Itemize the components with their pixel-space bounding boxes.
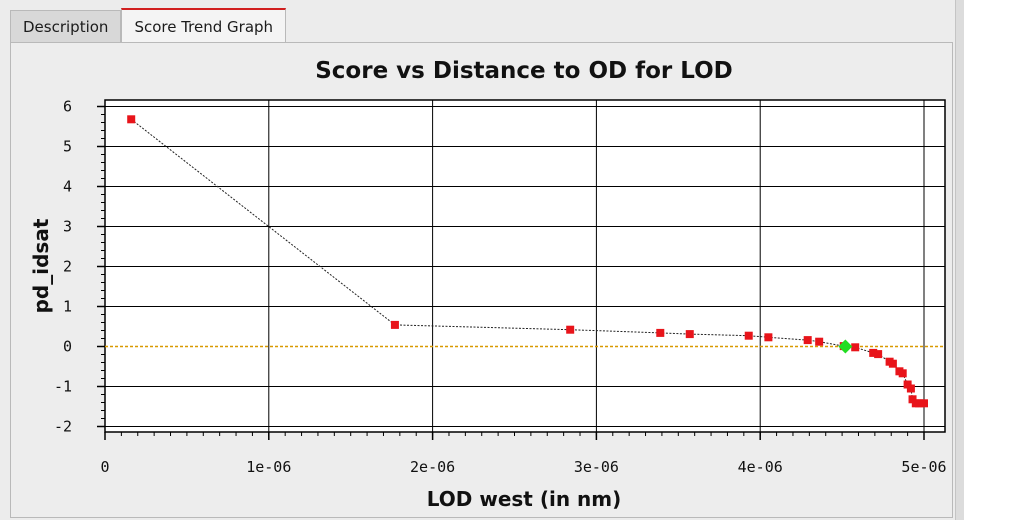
tab-description[interactable]: Description — [10, 10, 122, 43]
data-point — [566, 325, 575, 334]
window-edge — [955, 0, 964, 520]
data-point — [888, 359, 897, 368]
data-point — [744, 331, 753, 340]
data-point — [803, 336, 812, 345]
data-point — [390, 320, 399, 329]
y-tick-label: 5 — [63, 138, 72, 156]
y-axis-label: pd_idsat — [29, 218, 53, 313]
data-point — [656, 328, 665, 337]
data-point — [851, 343, 860, 352]
tab-bar: Description Score Trend Graph — [10, 8, 287, 43]
chart-title: Score vs Distance to OD for LOD — [315, 58, 733, 84]
data-point — [685, 330, 694, 339]
x-tick-label: 5e-06 — [901, 458, 946, 476]
data-point — [815, 337, 824, 346]
x-tick-label: 1e-06 — [246, 458, 291, 476]
data-point — [920, 399, 928, 408]
data-point — [127, 115, 136, 124]
data-point — [874, 350, 883, 359]
x-tick-label: 2e-06 — [410, 458, 455, 476]
data-point — [869, 348, 878, 357]
y-tick-label: -1 — [54, 378, 72, 396]
y-tick-label: -2 — [54, 418, 72, 436]
highlight-data-point — [838, 339, 853, 354]
y-tick-label: 4 — [63, 178, 72, 196]
y-tick-label: 0 — [63, 338, 72, 356]
data-point — [906, 384, 915, 393]
y-tick-label: 6 — [63, 98, 72, 116]
x-tick-label: 0 — [100, 458, 109, 476]
data-point — [898, 369, 907, 378]
y-tick-label: 3 — [63, 218, 72, 236]
y-tick-label: 1 — [63, 298, 72, 316]
data-point — [764, 333, 773, 342]
x-axis-label: LOD west (in nm) — [427, 487, 621, 511]
tab-score-trend-graph[interactable]: Score Trend Graph — [121, 8, 287, 43]
x-tick-label: 3e-06 — [574, 458, 619, 476]
x-tick-label: 4e-06 — [738, 458, 783, 476]
data-point — [915, 399, 924, 408]
y-tick-label: 2 — [63, 258, 72, 276]
